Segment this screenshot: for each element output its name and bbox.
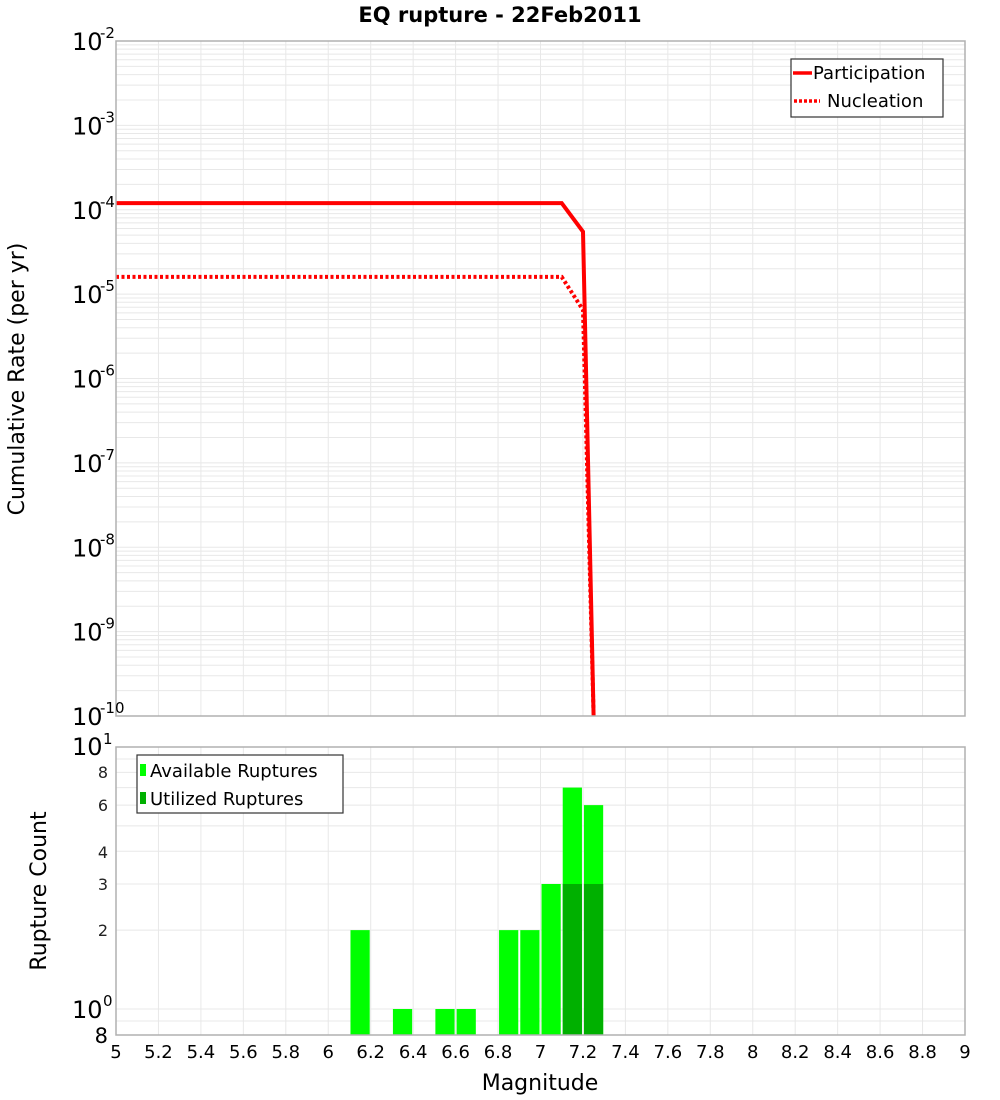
- top-y-axis-label: Cumulative Rate (per yr): [5, 243, 30, 516]
- bottom-y-ticks: 10 1 8 6 4 3 2 10 0 8: [72, 730, 113, 1048]
- x-tick-label: 5.2: [144, 1042, 173, 1063]
- top-plot-frame: [115, 40, 966, 717]
- available-legend-label: Available Ruptures: [150, 761, 318, 782]
- bottom-bars: [350, 787, 604, 1035]
- svg-text:-5: -5: [100, 277, 115, 295]
- svg-text:-7: -7: [100, 446, 115, 464]
- x-tick-label: 8.4: [823, 1042, 852, 1063]
- participation-legend-label: Participation: [813, 63, 925, 84]
- top-plot: 10-210-310-410-510-610-710-810-910-10 Cu…: [5, 24, 966, 731]
- y-tick-label: 10-5: [72, 277, 115, 309]
- y-tick-3: 3: [98, 875, 108, 894]
- x-tick-label: 5.4: [187, 1042, 216, 1063]
- utilized-legend-swatch: [140, 792, 146, 804]
- x-tick-label: 5: [110, 1042, 121, 1063]
- top-y-ticks: 10-210-310-410-510-610-710-810-910-10: [72, 24, 125, 731]
- bottom-y-axis-label: Rupture Count: [27, 811, 52, 971]
- x-tick-label: 6.4: [399, 1042, 428, 1063]
- x-tick-label: 8: [747, 1042, 758, 1063]
- available-ruptures-bar: [392, 1009, 413, 1035]
- x-tick-label: 7: [535, 1042, 546, 1063]
- svg-text:-2: -2: [100, 24, 115, 42]
- available-ruptures-bar: [520, 930, 540, 1035]
- bottom-legend: Available Ruptures Utilized Ruptures: [136, 754, 344, 814]
- x-ticks: 5 5.2 5.4 5.6 5.8 6 6.2 6.4 6.6 6.8 7 7.2 7.4 7.6 7.8 8…: [110, 1042, 970, 1063]
- svg-text:10: 10: [72, 197, 103, 225]
- svg-text:-9: -9: [100, 615, 115, 633]
- svg-text:10: 10: [72, 366, 103, 394]
- y-tick-label: 10-7: [72, 446, 115, 478]
- y-tick-4: 4: [98, 843, 108, 862]
- svg-text:10: 10: [72, 112, 103, 140]
- svg-text:10: 10: [72, 450, 103, 478]
- top-grid: [116, 41, 966, 716]
- svg-text:10: 10: [72, 281, 103, 309]
- utilized-ruptures-bar: [562, 883, 582, 1035]
- svg-text:-4: -4: [100, 193, 115, 211]
- x-tick-label: 9: [959, 1042, 970, 1063]
- x-tick-label: 6.6: [441, 1042, 470, 1063]
- nucleation-legend-label: Nucleation: [827, 91, 923, 112]
- svg-text:10: 10: [72, 534, 103, 562]
- y-tick-2: 2: [98, 921, 108, 940]
- nucleation-line: [116, 274, 596, 717]
- y-tick-label: 10-3: [72, 108, 115, 140]
- top-legend: Participation Nucleation: [790, 58, 944, 118]
- svg-text:-8: -8: [100, 530, 115, 548]
- top-legend-box: [790, 58, 944, 118]
- svg-text:10: 10: [72, 703, 103, 731]
- svg-text:10: 10: [72, 619, 103, 647]
- x-tick-label: 6: [323, 1042, 334, 1063]
- x-tick-label: 7.8: [696, 1042, 725, 1063]
- bottom-plot: 10 1 8 6 4 3 2 10 0 8 Rupture Count 5 5.2…: [27, 730, 971, 1096]
- utilized-legend-label: Utilized Ruptures: [150, 789, 303, 810]
- x-tick-label: 7.6: [654, 1042, 683, 1063]
- svg-text:10: 10: [72, 28, 103, 56]
- y-tick-bottom-8: 8: [95, 1024, 108, 1048]
- utilized-ruptures-bar: [583, 883, 604, 1035]
- y-tick-10-0-exp: 0: [103, 992, 113, 1010]
- available-ruptures-bar: [350, 930, 370, 1035]
- available-ruptures-bar: [499, 930, 519, 1035]
- y-tick-label: 10-10: [72, 699, 125, 731]
- y-tick-label: 10-6: [72, 362, 115, 394]
- x-tick-label: 6.2: [356, 1042, 385, 1063]
- x-axis-label: Magnitude: [482, 1071, 599, 1096]
- y-tick-label: 10-8: [72, 530, 115, 562]
- bottom-legend-box: [136, 754, 344, 814]
- top-series: [116, 201, 596, 717]
- svg-text:-6: -6: [100, 362, 115, 380]
- bottom-plot-frame: [115, 746, 966, 1036]
- y-tick-label: 10-4: [72, 193, 115, 225]
- x-tick-label: 8.2: [781, 1042, 810, 1063]
- svg-text:-3: -3: [100, 108, 115, 126]
- x-tick-label: 8.8: [908, 1042, 937, 1063]
- y-tick-8: 8: [98, 763, 108, 782]
- available-ruptures-bar: [456, 1009, 476, 1035]
- y-tick-10-1-exp: 1: [103, 730, 113, 748]
- x-tick-label: 7.2: [569, 1042, 598, 1063]
- x-tick-label: 7.4: [611, 1042, 640, 1063]
- y-tick-10-1: 10: [72, 733, 103, 761]
- y-tick-10-0: 10: [72, 996, 103, 1024]
- x-tick-label: 8.6: [866, 1042, 895, 1063]
- x-tick-label: 5.8: [271, 1042, 300, 1063]
- available-ruptures-bar: [435, 1009, 455, 1035]
- x-tick-label: 6.8: [484, 1042, 513, 1063]
- svg-text:-10: -10: [100, 699, 125, 717]
- y-tick-label: 10-2: [72, 24, 115, 56]
- y-tick-label: 10-9: [72, 615, 115, 647]
- available-legend-swatch: [140, 764, 146, 776]
- y-tick-6: 6: [98, 796, 108, 815]
- chart-title: EQ rupture - 22Feb2011: [358, 3, 641, 27]
- available-ruptures-bar: [541, 883, 561, 1035]
- x-tick-label: 5.6: [229, 1042, 258, 1063]
